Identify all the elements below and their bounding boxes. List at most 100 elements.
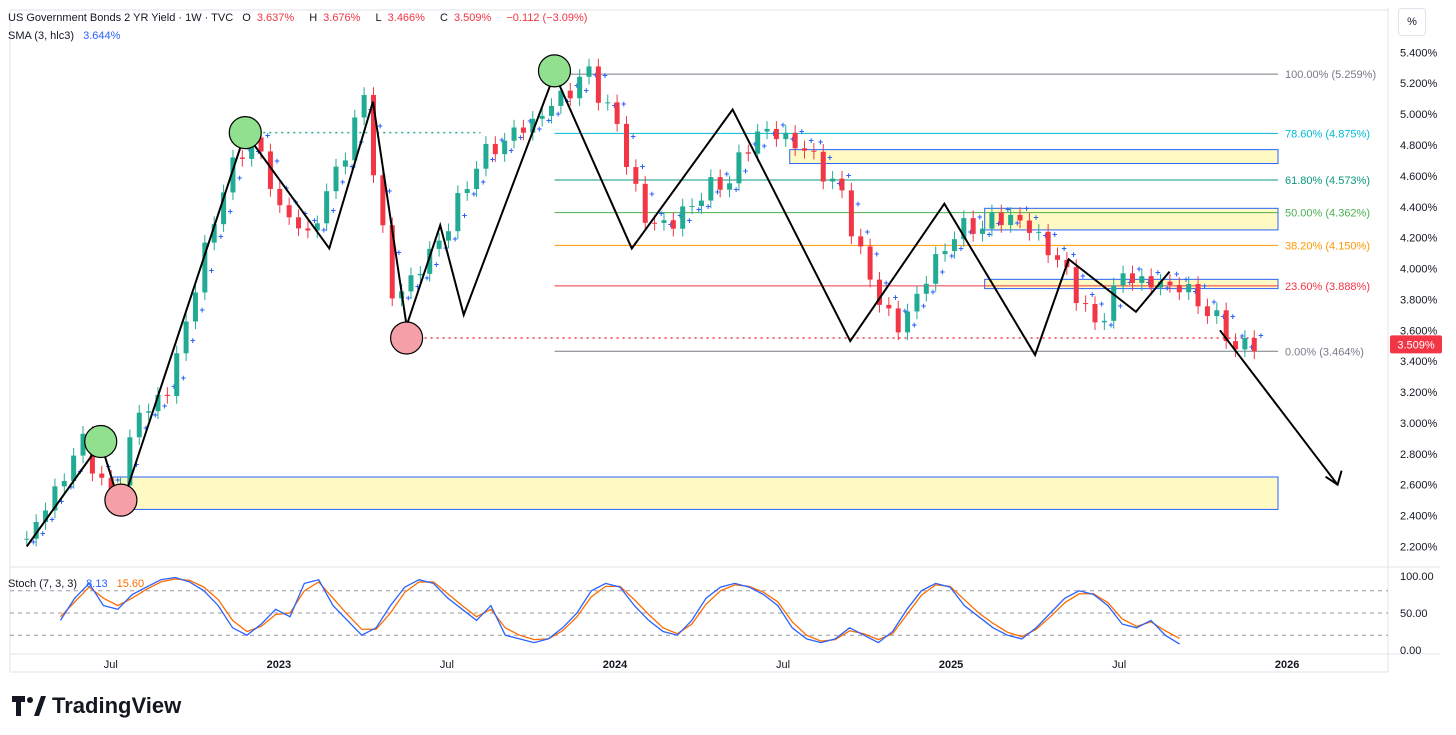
candle-body (530, 118, 536, 133)
sma-marker: + (1136, 264, 1141, 274)
sma-marker: + (228, 206, 233, 216)
y-tick-label: 4.600% (1400, 171, 1438, 183)
sma-marker: + (584, 86, 589, 96)
sma-marker: + (1165, 283, 1170, 293)
sma-marker: + (827, 152, 832, 162)
candle-body (858, 236, 864, 247)
sma-marker: + (1193, 286, 1198, 296)
candle-body (520, 127, 526, 133)
sma-marker: + (40, 529, 45, 539)
sma-marker: + (537, 124, 542, 134)
sma-marker: + (1043, 231, 1048, 241)
swing-high-circle (228, 116, 262, 150)
sma-marker: + (630, 131, 635, 141)
y-tick-label: 2.600% (1400, 480, 1438, 492)
candle-body (539, 115, 545, 119)
candle-body (52, 486, 58, 511)
sma-marker: + (809, 135, 814, 145)
candle-body (1158, 281, 1164, 288)
sma-marker: + (406, 293, 411, 303)
candle-body (445, 231, 451, 241)
sma-marker: + (921, 301, 926, 311)
candle-body (923, 283, 929, 294)
candle-body (717, 177, 723, 190)
sma-legend[interactable]: SMA (3, hlc3) 3.644% (8, 30, 126, 42)
sma-marker: + (893, 292, 898, 302)
candle-body (361, 94, 367, 118)
candle-body (389, 225, 395, 299)
sma-marker: + (190, 336, 195, 346)
candle-body (764, 128, 770, 132)
candle-body (1111, 285, 1117, 321)
x-tick-label: 2026 (1275, 659, 1299, 671)
sma-marker: + (481, 177, 486, 187)
sma-marker: + (743, 166, 748, 176)
sma-marker: + (1211, 297, 1216, 307)
sma-marker: + (649, 189, 654, 199)
candle-body (989, 212, 995, 229)
sma-marker: + (1024, 204, 1029, 214)
brand-name: TradingView (52, 693, 182, 718)
sma-marker: + (340, 177, 345, 187)
candle-body (296, 217, 302, 229)
candle-body (961, 218, 967, 240)
stoch-d-value: 15.60 (116, 578, 145, 590)
percent-scale-button[interactable]: % (1398, 8, 1426, 36)
y-tick-label: 3.400% (1400, 356, 1438, 368)
y-tick-label: 5.200% (1400, 78, 1438, 90)
sma-marker: + (199, 305, 204, 315)
sma-marker: + (546, 116, 551, 126)
swing-high-circle (537, 54, 572, 88)
x-tick-label: 2023 (267, 659, 291, 671)
x-tick-label: Jul (1112, 659, 1126, 671)
candle-body (755, 131, 761, 154)
sma-marker: + (246, 144, 251, 154)
chart-header: US Government Bonds 2 YR Yield · 1W · TV… (8, 12, 593, 24)
y-tick-label: 5.400% (1400, 47, 1438, 59)
sma-marker: + (780, 120, 785, 130)
candle-body (455, 193, 461, 232)
candle-body (689, 206, 695, 208)
candle-body (1148, 276, 1154, 288)
sma-marker: + (1108, 320, 1113, 330)
candle-body (43, 510, 49, 523)
candle-body (642, 183, 648, 223)
candle-body (1036, 231, 1042, 233)
candle-body (211, 224, 217, 243)
sma-marker: + (1127, 277, 1132, 287)
sma-marker: + (977, 212, 982, 222)
sma-marker: + (171, 381, 176, 391)
candle-body (249, 137, 255, 159)
plot-frame (9, 9, 1389, 673)
ohlc-high: H 3.676% (309, 12, 361, 24)
candle-body (1167, 281, 1173, 286)
sma-marker: + (59, 497, 64, 507)
sma-marker: + (790, 134, 795, 144)
ohlc-open: O 3.637% (242, 12, 295, 24)
symbol-title[interactable]: US Government Bonds 2 YR Yield · 1W · TV… (8, 12, 234, 24)
zigzag-line (25, 71, 1171, 548)
candle-body (1233, 341, 1239, 350)
sma-value: 3.644% (83, 30, 121, 42)
candle-body (71, 455, 77, 481)
swing-low-circle (104, 483, 138, 517)
sma-marker: + (1174, 269, 1179, 279)
candle-body (633, 167, 639, 184)
y-tick-label: 2.800% (1400, 449, 1438, 461)
candle-body (1017, 214, 1023, 221)
candle-body (830, 178, 836, 182)
sma-marker: + (1099, 299, 1104, 309)
sma-marker: + (490, 155, 495, 165)
sma-marker: + (762, 141, 767, 151)
tradingview-logo[interactable]: TradingView (12, 693, 181, 719)
candle-body (436, 240, 442, 249)
stoch-legend[interactable]: Stoch (7, 3, 3) 8.13 15.60 (8, 578, 150, 590)
candle-body (670, 220, 676, 229)
candle-body (464, 189, 470, 194)
candle-body (267, 151, 273, 189)
sma-marker: + (1118, 301, 1123, 311)
sma-marker: + (1221, 311, 1226, 321)
candle-body (970, 218, 976, 234)
candle-body (586, 66, 592, 77)
